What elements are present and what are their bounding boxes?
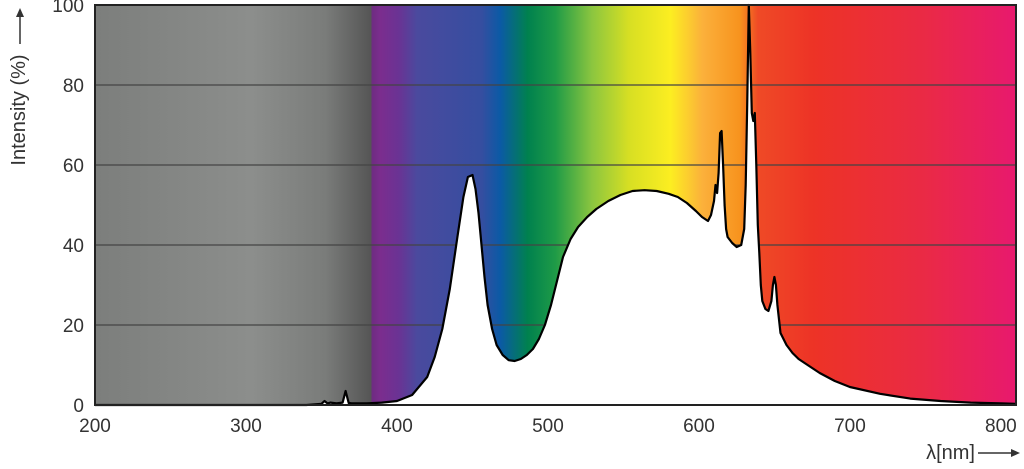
x-tick-700: 700: [834, 416, 866, 437]
plot-frame: [94, 4, 1017, 406]
x-tick-600: 600: [683, 416, 715, 437]
gridlines: [95, 84, 1016, 326]
x-tick-500: 500: [532, 416, 564, 437]
x-axis-label: λ[nm]: [926, 442, 975, 464]
x-tick-200: 200: [79, 416, 111, 437]
y-tick-80: 80: [63, 76, 84, 97]
y-tick-labels: 0 20 40 60 80 100: [52, 0, 84, 417]
y-tick-60: 60: [63, 156, 84, 177]
y-tick-0: 0: [73, 396, 84, 417]
x-tick-800: 800: [985, 416, 1017, 437]
x-axis-arrow: [978, 449, 1020, 457]
spectrum-curve-fill: [95, 5, 1016, 405]
spectrum-curve-line: [95, 3, 1017, 407]
y-tick-100: 100: [52, 0, 84, 17]
x-tick-300: 300: [230, 416, 262, 437]
x-tick-labels: 200 300 400 500 600 700 800: [79, 416, 1017, 437]
y-axis-arrow: [16, 8, 24, 44]
y-tick-20: 20: [63, 316, 84, 337]
x-tick-400: 400: [381, 416, 413, 437]
y-axis-label: Intensity (%): [8, 54, 30, 165]
plot-border: [94, 4, 1017, 406]
y-tick-40: 40: [63, 236, 84, 257]
